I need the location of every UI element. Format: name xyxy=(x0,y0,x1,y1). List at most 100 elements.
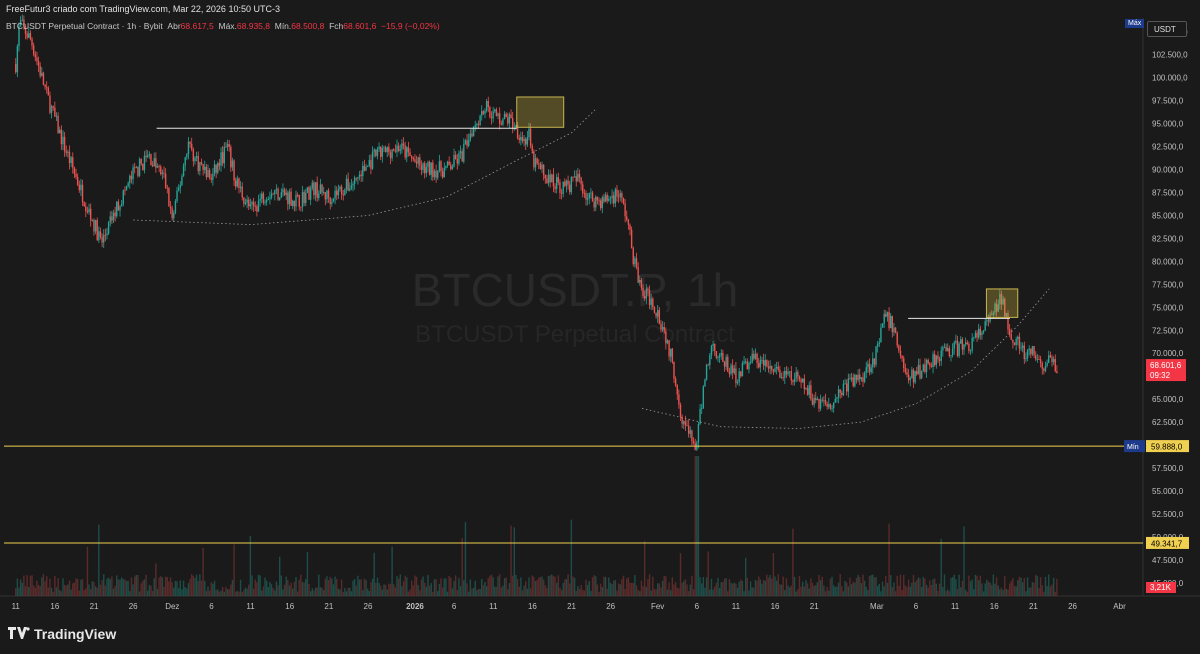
volume-bar xyxy=(186,588,188,596)
candle-body xyxy=(679,404,682,418)
volume-bar xyxy=(894,591,897,596)
candle-body xyxy=(72,157,74,168)
volume-bar xyxy=(1056,578,1058,596)
volume-bar xyxy=(443,578,445,596)
symbol-legend: BTCUSDT Perpetual Contract · 1h · Bybit … xyxy=(6,21,440,31)
candle-body xyxy=(365,166,367,171)
candle-body xyxy=(961,339,964,350)
candle-body xyxy=(964,342,967,345)
volume-bar xyxy=(213,580,216,596)
candle-body xyxy=(880,327,882,343)
candle-body xyxy=(91,220,94,221)
candle-body xyxy=(218,162,221,166)
volume-bar xyxy=(290,582,292,596)
candle-body xyxy=(614,189,617,204)
candle-body xyxy=(898,345,900,351)
volume-bar xyxy=(308,583,310,596)
candle-body xyxy=(627,219,630,225)
candle-body xyxy=(784,370,786,378)
volume-bar xyxy=(958,574,960,596)
x-tick-label: 11 xyxy=(951,602,960,611)
currency-button[interactable]: USDT xyxy=(1147,21,1187,37)
volume-bar xyxy=(275,581,278,596)
volume-bar xyxy=(951,577,954,596)
highlight-box[interactable] xyxy=(985,288,1019,318)
volume-bar xyxy=(476,590,478,596)
candle-body xyxy=(50,106,53,113)
candle-body xyxy=(896,332,898,346)
volume-bar xyxy=(169,577,172,596)
candle-body xyxy=(733,368,735,373)
candle-body xyxy=(588,193,590,199)
candle-body xyxy=(995,303,998,312)
candle-body xyxy=(124,190,126,192)
volume-bar xyxy=(29,575,32,596)
candle-body xyxy=(112,212,115,221)
volume-bar xyxy=(772,553,775,596)
candle-body xyxy=(1020,347,1022,349)
volume-bar xyxy=(828,590,830,596)
candle-body xyxy=(717,357,719,358)
volume-bar xyxy=(898,585,900,596)
candle-body xyxy=(802,378,804,383)
volume-bar xyxy=(1026,577,1029,596)
x-tick-label: 11 xyxy=(732,602,741,611)
volume-bar xyxy=(101,580,103,596)
volume-bar xyxy=(454,575,457,596)
candle-body xyxy=(881,323,884,328)
volume-bar xyxy=(529,588,532,596)
candle-body xyxy=(764,360,766,366)
hline-price-tag xyxy=(1146,536,1189,549)
candle-body xyxy=(195,156,198,158)
candle-body xyxy=(259,198,261,201)
candle-body xyxy=(788,371,791,373)
candle-body xyxy=(956,340,959,356)
volume-bar xyxy=(41,577,43,596)
candle-body xyxy=(647,288,649,291)
highlight-box[interactable] xyxy=(516,96,565,128)
volume-bar xyxy=(606,588,608,596)
volume-bar xyxy=(707,551,709,596)
curve-arc[interactable] xyxy=(641,288,1050,429)
volume-bar xyxy=(278,556,281,596)
volume-bar xyxy=(277,585,279,596)
candle-body xyxy=(513,128,516,130)
candle-body xyxy=(1007,313,1009,330)
candle-body xyxy=(275,188,278,190)
candle-body xyxy=(991,314,993,315)
volume-bars xyxy=(15,456,1058,596)
volume-bar xyxy=(505,577,507,596)
candle-body xyxy=(292,200,294,206)
candle-body xyxy=(582,184,584,194)
volume-bar xyxy=(380,585,382,596)
candle-body xyxy=(76,177,79,185)
candle-body xyxy=(440,161,442,172)
candle-body xyxy=(39,66,41,76)
y-tick-label: 55.000,0 xyxy=(1152,487,1184,496)
candle-body xyxy=(699,408,701,425)
candle-body xyxy=(168,188,170,207)
candle-body xyxy=(933,354,936,365)
volume-bar xyxy=(363,578,366,596)
candle-body xyxy=(919,364,921,379)
volume-bar xyxy=(836,586,838,596)
candle-body xyxy=(28,33,30,38)
candle-body xyxy=(599,200,602,209)
volume-bar xyxy=(769,575,771,596)
candle-body xyxy=(899,350,902,356)
curve-arc[interactable] xyxy=(133,109,596,226)
candle-body xyxy=(352,183,354,186)
volume-bar xyxy=(582,589,584,596)
candle-body xyxy=(860,377,863,380)
volume-bar xyxy=(350,591,353,596)
volume-bar xyxy=(1015,586,1017,596)
volume-bar xyxy=(107,577,110,596)
candle-body xyxy=(578,173,581,178)
volume-bar xyxy=(704,587,706,596)
volume-bar xyxy=(964,589,967,596)
candle-body xyxy=(1030,348,1032,355)
volume-bar xyxy=(1005,588,1008,596)
volume-bar xyxy=(93,581,95,596)
candle-body xyxy=(417,157,419,164)
